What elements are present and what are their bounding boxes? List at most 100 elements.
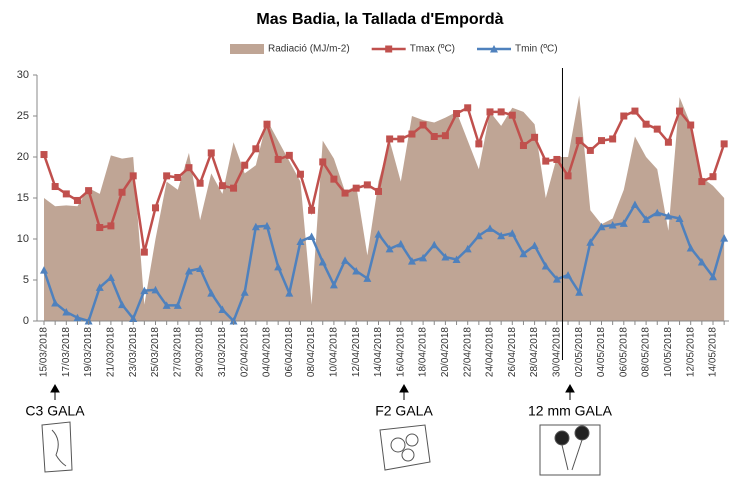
legend-label: Tmax (ºC) — [410, 44, 455, 55]
annotation: F2 GALA — [375, 403, 433, 419]
marker — [687, 122, 694, 129]
marker — [353, 185, 360, 192]
marker — [130, 172, 137, 179]
legend-label: Radiació (MJ/m-2) — [268, 44, 350, 55]
marker — [275, 156, 282, 163]
marker — [665, 139, 672, 146]
x-tick-label: 04/05/2018 — [596, 327, 607, 377]
x-tick-label: 19/03/2018 — [83, 327, 94, 377]
y-tick-label: 10 — [17, 233, 29, 245]
x-tick-label: 14/04/2018 — [373, 327, 384, 377]
x-tick-label: 31/03/2018 — [217, 327, 228, 377]
marker — [241, 162, 248, 169]
x-tick-label: 30/04/2018 — [552, 327, 563, 377]
x-tick-label: 14/05/2018 — [708, 327, 719, 377]
marker — [252, 145, 259, 152]
marker — [542, 158, 549, 165]
marker — [63, 190, 70, 197]
x-tick-label: 02/04/2018 — [239, 327, 250, 377]
marker — [197, 180, 204, 187]
marker — [319, 158, 326, 165]
marker — [509, 112, 516, 119]
marker — [342, 190, 349, 197]
marker — [286, 152, 293, 159]
x-tick-label: 22/04/2018 — [462, 327, 473, 377]
arrows — [51, 385, 574, 400]
marker — [297, 171, 304, 178]
legend-label: Tmin (ºC) — [515, 44, 558, 55]
marker — [520, 142, 527, 149]
x-tick-label: 06/05/2018 — [618, 327, 629, 377]
marker — [107, 222, 114, 229]
marker — [408, 131, 415, 138]
marker — [152, 204, 159, 211]
marker — [308, 207, 315, 214]
marker — [397, 135, 404, 142]
x-tick-label: 21/03/2018 — [106, 327, 117, 377]
x-tick-label: 08/04/2018 — [306, 327, 317, 377]
marker — [96, 224, 103, 231]
marker — [52, 183, 59, 190]
x-tick-label: 16/04/2018 — [395, 327, 406, 377]
x-tick-label: 08/05/2018 — [641, 327, 652, 377]
annotation: C3 GALA — [25, 403, 85, 419]
marker — [620, 113, 627, 120]
marker — [41, 151, 48, 158]
marker — [464, 104, 471, 111]
marker — [609, 135, 616, 142]
marker — [721, 140, 728, 147]
x-tick-label: 18/04/2018 — [418, 327, 429, 377]
marker — [174, 174, 181, 181]
marker — [185, 164, 192, 171]
x-tick-label: 02/05/2018 — [574, 327, 585, 377]
x-tick-label: 26/04/2018 — [507, 327, 518, 377]
y-tick-label: 0 — [23, 315, 29, 327]
x-tick-label: 12/05/2018 — [685, 327, 696, 377]
marker — [264, 121, 271, 128]
x-tick-label: 20/04/2018 — [440, 327, 451, 377]
marker — [631, 108, 638, 115]
x-tick-label: 24/04/2018 — [485, 327, 496, 377]
x-tick-label: 10/05/2018 — [663, 327, 674, 377]
marker — [487, 108, 494, 115]
x-tick-label: 28/04/2018 — [529, 327, 540, 377]
x-tick-label: 06/04/2018 — [284, 327, 295, 377]
x-tick-label: 25/03/2018 — [150, 327, 161, 377]
x-tick-label: 10/04/2018 — [329, 327, 340, 377]
x-tick-label: 15/03/2018 — [39, 327, 50, 377]
chart-title: Mas Badia, la Tallada d'Empordà — [256, 11, 503, 28]
marker — [598, 137, 605, 144]
marker — [565, 172, 572, 179]
marker — [375, 188, 382, 195]
annotation: 12 mm GALA — [528, 403, 613, 419]
y-tick-label: 5 — [23, 274, 29, 286]
x-tick-label: 23/03/2018 — [128, 327, 139, 377]
marker — [531, 134, 538, 141]
x-tick-label: 12/04/2018 — [351, 327, 362, 377]
legend-swatch — [230, 44, 264, 54]
y-tick-label: 30 — [17, 69, 29, 81]
marker — [498, 108, 505, 115]
x-tick-label: 27/03/2018 — [172, 327, 183, 377]
y-tick-label: 25 — [17, 110, 29, 122]
x-tick-label: 17/03/2018 — [61, 327, 72, 377]
marker — [74, 197, 81, 204]
marker — [475, 140, 482, 147]
marker — [420, 122, 427, 129]
marker — [85, 187, 92, 194]
marker — [453, 110, 460, 117]
marker — [576, 137, 583, 144]
marker — [141, 249, 148, 256]
marker — [710, 173, 717, 180]
marker — [364, 181, 371, 188]
marker — [119, 189, 126, 196]
marker — [698, 178, 705, 185]
marker — [208, 149, 215, 156]
marker — [163, 172, 170, 179]
y-tick-label: 20 — [17, 151, 29, 163]
marker — [330, 176, 337, 183]
marker — [230, 185, 237, 192]
x-tick-label: 04/04/2018 — [262, 327, 273, 377]
marker — [676, 108, 683, 115]
radiation-area — [44, 96, 724, 322]
